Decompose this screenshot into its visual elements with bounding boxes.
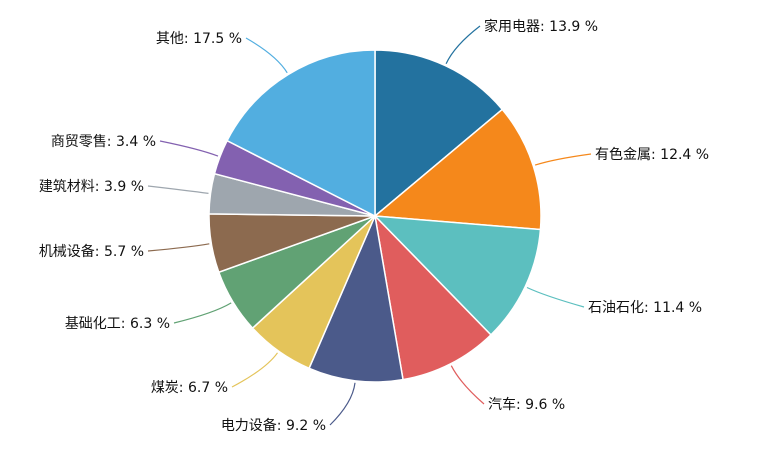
slice-label: 煤炭: 6.7 %: [151, 380, 228, 396]
slice-label: 建筑材料: 3.9 %: [39, 179, 144, 195]
pie-slice: [373, 213, 492, 381]
leader-line: [147, 185, 209, 194]
leader-line: [450, 365, 485, 405]
pie-slice: [373, 108, 542, 231]
slice-label: 电力设备: 9.2 %: [221, 417, 326, 434]
slice-label: 基础化工: 6.3 %: [65, 315, 170, 332]
leader-line: [526, 286, 585, 308]
slice-labels: 家用电器: 13.9 % 有色金属: 12.4 % 石油石化: 11.4 % 汽车: …: [39, 18, 709, 434]
slice-label: 家用电器: 13.9 %: [484, 18, 598, 35]
pie-slices: [208, 49, 542, 383]
pie-slice: [226, 49, 376, 218]
pie-slice: [373, 215, 542, 336]
leader-line: [245, 37, 288, 74]
leader-lines: [147, 25, 592, 426]
leader-line: [329, 382, 356, 426]
leader-line: [147, 243, 210, 252]
slice-label: 商贸零售: 3.4 %: [51, 134, 156, 150]
leader-line: [445, 25, 481, 65]
slice-label: 其他: 17.5 %: [156, 31, 242, 47]
leader-line: [534, 153, 592, 166]
leader-line: [159, 140, 219, 157]
leader-line: [173, 302, 232, 324]
slice-label: 机械设备: 5.7 %: [39, 243, 144, 260]
pie-slice: [374, 49, 504, 218]
leader-line: [231, 352, 278, 388]
slice-label: 有色金属: 12.4 %: [595, 146, 709, 163]
slice-label: 石油石化: 11.4 %: [588, 300, 702, 316]
slice-label: 汽车: 9.6 %: [488, 396, 565, 413]
pie-slice: [308, 213, 404, 383]
